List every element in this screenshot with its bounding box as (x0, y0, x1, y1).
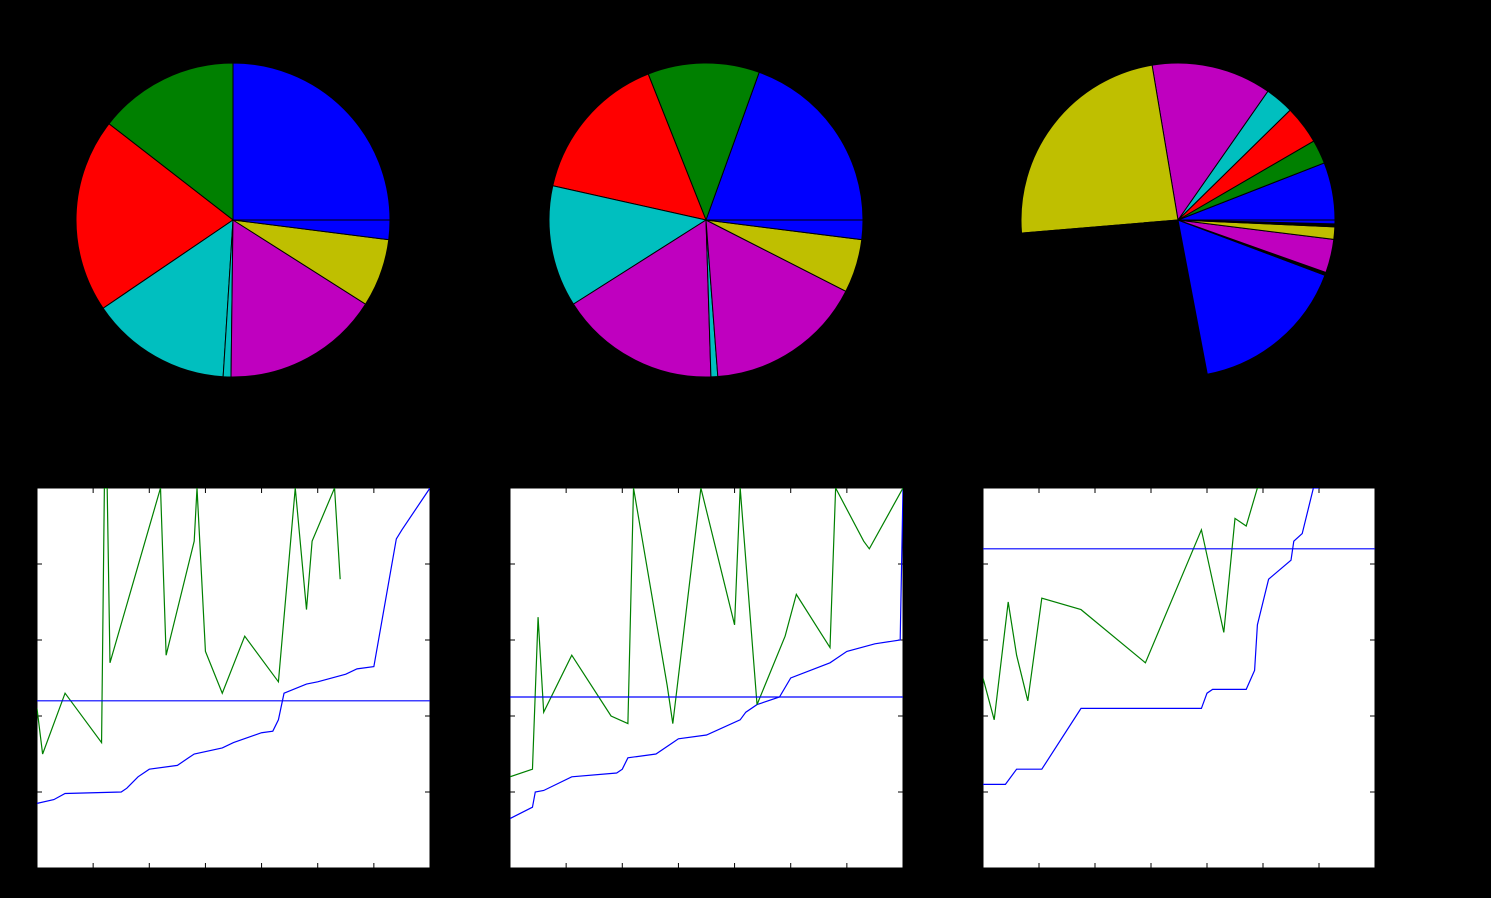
line-chart-1 (36, 487, 431, 869)
line-chart-3 (982, 487, 1376, 869)
pie-slice (232, 219, 391, 241)
pie-slice (552, 73, 707, 221)
pie-slice (1020, 64, 1179, 234)
pie-slice (1177, 219, 1336, 225)
pie-slice (1177, 219, 1326, 375)
pie-chart-2 (548, 62, 864, 378)
pie-charts (75, 62, 1336, 378)
pie-slice (548, 185, 708, 305)
series-sorted (510, 488, 903, 820)
pie-slice (232, 62, 391, 221)
pie-slice (705, 219, 847, 378)
pie-chart-3 (1020, 62, 1336, 378)
pie-slice (102, 219, 234, 378)
series-raw (983, 488, 1261, 720)
plot-area (509, 487, 904, 869)
pie-slice (572, 219, 712, 378)
pie-slice (647, 62, 760, 222)
pie-chart-1 (75, 62, 391, 378)
pie-slice (108, 62, 234, 222)
series-raw (510, 488, 903, 778)
series-sorted (983, 488, 1319, 786)
plot-area (36, 487, 431, 869)
pie-slice (705, 71, 864, 221)
plot-area (982, 487, 1376, 869)
pie-slice (705, 219, 864, 241)
series-sorted (37, 488, 430, 804)
pie-slice (1151, 62, 1269, 222)
pie-slice (75, 123, 234, 309)
series-raw (37, 488, 341, 755)
pie-slice (1021, 219, 1208, 378)
line-chart-2 (509, 487, 904, 869)
pie-slice (230, 219, 367, 378)
